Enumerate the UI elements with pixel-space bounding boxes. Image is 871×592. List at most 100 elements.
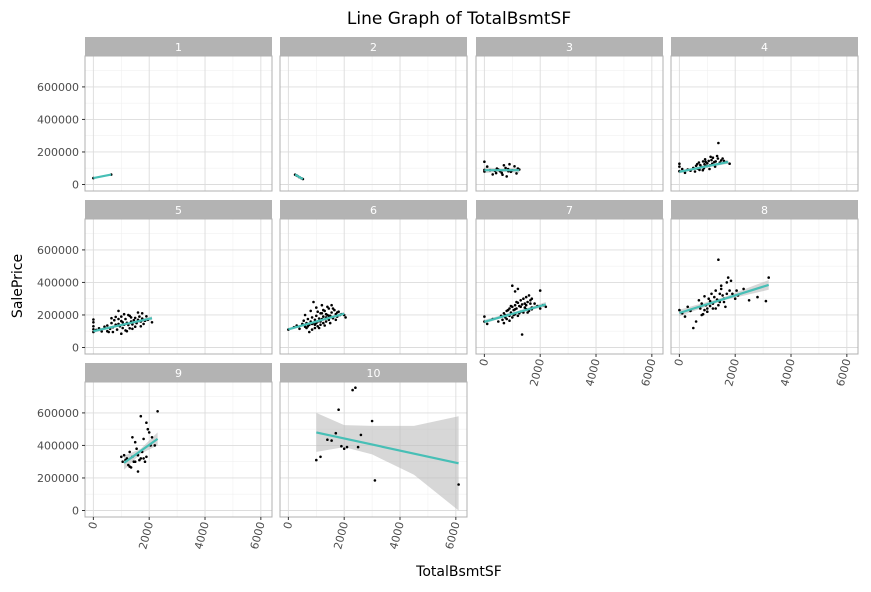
- data-point: [683, 171, 687, 175]
- data-point: [678, 165, 681, 168]
- data-point: [327, 314, 331, 318]
- data-point: [373, 479, 377, 482]
- data-point: [506, 308, 510, 312]
- x-tick-label: 6000: [443, 520, 463, 550]
- data-point: [678, 162, 681, 165]
- data-point: [334, 431, 338, 435]
- data-point: [114, 315, 117, 319]
- x-tick-label: 2000: [722, 357, 742, 387]
- data-point: [678, 308, 681, 312]
- data-point: [742, 287, 745, 291]
- panel-border: [279, 381, 468, 518]
- data-point: [725, 281, 729, 284]
- x-tick-label: 2000: [331, 520, 351, 550]
- facet-panel-3: 3: [475, 37, 664, 192]
- data-point: [322, 308, 325, 312]
- x-tick-label: 0: [281, 520, 295, 530]
- data-point: [701, 168, 705, 172]
- data-point: [731, 292, 734, 296]
- data-point: [143, 460, 147, 464]
- data-point: [124, 329, 127, 332]
- y-tick-label: 400000: [37, 113, 79, 126]
- data-point: [707, 297, 710, 301]
- y-axis-title: SalePrice: [10, 254, 26, 318]
- data-point: [716, 157, 720, 160]
- fit-line: [679, 160, 729, 173]
- data-point: [703, 308, 706, 312]
- data-point: [330, 311, 333, 314]
- data-point: [128, 465, 131, 468]
- data-point: [317, 317, 321, 320]
- data-point: [718, 292, 722, 296]
- data-point: [693, 170, 697, 173]
- data-point: [313, 323, 317, 327]
- data-point: [519, 299, 522, 302]
- data-point: [135, 447, 138, 451]
- facet-strip: [476, 37, 663, 56]
- data-point: [111, 330, 115, 334]
- panel-border: [475, 218, 664, 355]
- data-point: [342, 447, 346, 451]
- data-point: [326, 305, 329, 309]
- facet-strip: [476, 200, 663, 219]
- data-point: [722, 159, 726, 163]
- data-point: [707, 159, 710, 163]
- data-point: [133, 460, 137, 464]
- data-point: [530, 297, 534, 301]
- data-point: [113, 318, 116, 322]
- data-point: [704, 160, 707, 163]
- data-point: [308, 330, 311, 334]
- data-point: [142, 437, 145, 441]
- facet-panel-7: 7 0 2000 4000 6000: [475, 200, 664, 388]
- data-point: [756, 295, 759, 299]
- data-point: [100, 330, 103, 333]
- data-point: [131, 327, 134, 331]
- facet-panel-2: 2: [279, 37, 468, 192]
- data-point: [337, 408, 340, 412]
- data-point: [340, 444, 343, 448]
- data-point: [335, 311, 339, 314]
- data-point: [128, 450, 131, 454]
- facet-strip: [85, 363, 272, 382]
- data-point: [708, 304, 712, 308]
- data-point: [120, 332, 123, 336]
- fit-line: [294, 173, 304, 181]
- data-point: [320, 303, 324, 307]
- data-point: [351, 388, 354, 392]
- data-point: [711, 156, 715, 159]
- data-point: [115, 328, 119, 331]
- facet-panel-4: 4: [670, 37, 859, 192]
- data-point: [306, 317, 310, 321]
- data-point: [491, 173, 495, 176]
- facet-panel-10: 10 0 2000 4000 6000: [279, 363, 468, 551]
- fit-line: [93, 317, 153, 333]
- data-point: [139, 325, 143, 328]
- data-point: [145, 421, 148, 425]
- data-point: [322, 315, 325, 318]
- data-point: [136, 470, 140, 473]
- x-tick-label: 2000: [527, 357, 547, 387]
- facet-strip-label: 8: [761, 204, 768, 217]
- facet-strip: [280, 363, 467, 382]
- data-point: [725, 292, 729, 296]
- x-tick-label: 6000: [834, 357, 854, 387]
- facet-strip-label: 7: [566, 204, 573, 217]
- data-point: [714, 289, 717, 292]
- data-point: [345, 445, 349, 449]
- panel-border: [475, 55, 664, 192]
- data-point: [121, 326, 124, 330]
- data-point: [697, 299, 701, 302]
- data-point: [764, 299, 768, 303]
- data-point: [710, 292, 713, 296]
- x-tick-label: 2000: [136, 520, 156, 550]
- data-point: [747, 299, 751, 302]
- data-point: [153, 444, 157, 447]
- data-point: [719, 284, 723, 288]
- data-point: [511, 316, 514, 319]
- panel-background: [280, 219, 467, 354]
- data-point: [92, 318, 95, 321]
- x-tick-label: 4000: [778, 357, 798, 387]
- data-point: [706, 162, 709, 165]
